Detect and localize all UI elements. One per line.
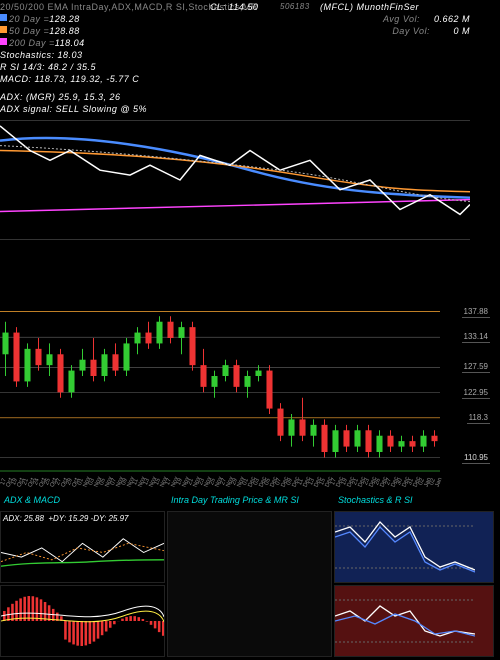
stoch-svg	[335, 512, 475, 582]
ma-panel	[0, 120, 470, 240]
bottom-row: ADX & MACD ADX: 25.88 +DY: 15.29 -DY: 25…	[0, 495, 500, 660]
symbol-code: 506183	[280, 2, 310, 11]
adx-panel-a: ADX: 25.88 +DY: 15.29 -DY: 25.97	[0, 511, 165, 583]
dayvol-val: 0 M	[453, 26, 470, 36]
macd-text: MACD: 118.73, 119.32, -5.77 C	[0, 74, 139, 84]
macd-panel-b	[0, 585, 165, 657]
adx-values: ADX: 25.88 +DY: 15.29 -DY: 25.97	[1, 512, 164, 525]
intra-title: Intra Day Trading Price & MR SI	[167, 495, 332, 509]
adx-svg	[1, 525, 164, 580]
candle-x-axis: 17 Oct19 Oct21 Oct24 Oct25 Oct27 Oct29 O…	[0, 478, 440, 490]
d20-swatch	[0, 14, 7, 21]
d200-val: 118.04	[55, 38, 85, 48]
close-price: CL: 114.50	[210, 2, 258, 12]
avgvol-val: 0.662 M	[434, 14, 470, 24]
symbol-name: (MFCL) MunothFinSer	[320, 2, 419, 12]
stoch-panel-d: 805020	[334, 585, 494, 657]
adx-title: ADX & MACD	[0, 495, 165, 509]
d200-label: 200 Day =	[9, 38, 55, 48]
candle-y-labels: 137.88133.14127.59122.95118.3110.95110.9…	[440, 300, 490, 490]
d50-swatch	[0, 26, 7, 33]
dayvol-label: Day Vol:	[392, 26, 430, 36]
ma-svg	[0, 121, 470, 239]
d50-val: 128.88	[49, 26, 80, 36]
stoch-title: Stochastics & R SI	[334, 495, 494, 509]
d200-swatch	[0, 38, 7, 45]
chart-page: 20/50/200 EMA IntraDay,ADX,MACD,R SI,Sto…	[0, 0, 500, 660]
rsi-svg-d	[335, 586, 475, 656]
macd-svg	[1, 586, 164, 656]
stoch-panel-c: 805020	[334, 511, 494, 583]
stoch-text: Stochastics: 18.03	[0, 50, 83, 60]
adx-text: ADX: (MGR) 25.9, 15.3, 26	[0, 92, 121, 102]
candle-svg	[0, 300, 440, 490]
d50-label: 50 Day =	[9, 26, 49, 36]
candle-panel	[0, 300, 440, 490]
intra-panel	[167, 511, 332, 657]
d20-label: 20 Day =	[9, 14, 49, 24]
header-block: 20/50/200 EMA IntraDay,ADX,MACD,R SI,Sto…	[0, 0, 500, 120]
d20-val: 128.28	[49, 14, 80, 24]
rsi-text: R SI 14/3: 48.2 / 35.5	[0, 62, 96, 72]
avgvol-label: Avg Vol:	[383, 14, 420, 24]
adx-signal: ADX signal: SELL Slowing @ 5%	[0, 104, 147, 114]
